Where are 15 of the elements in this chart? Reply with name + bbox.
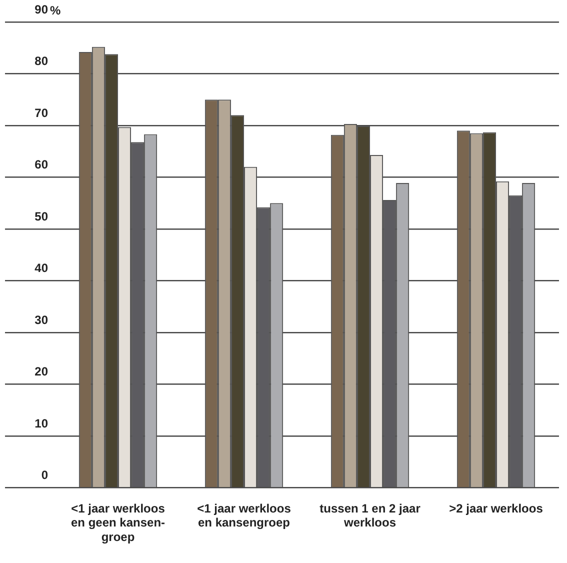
x-tick-label: <1 jaar werkloos en kansengroep	[197, 501, 292, 530]
y-tick-label: 90	[34, 2, 48, 16]
y-tick-label: 0	[41, 468, 48, 482]
y-tick-label: 30	[34, 312, 48, 327]
y-tick-label: 60	[34, 158, 48, 172]
y-tick-label: 40	[34, 261, 48, 276]
x-tick-label: tussen 1 en 2 jaar werkloos	[320, 501, 421, 530]
y-tick-label: 20	[34, 364, 48, 379]
y-tick-label: 80	[34, 54, 48, 68]
y-tick-label: 50	[34, 209, 48, 224]
y-axis-title: %	[50, 3, 61, 18]
y-tick-label: 10	[34, 416, 48, 430]
y-tick-label: 70	[34, 106, 48, 120]
x-tick-label: >2 jaar werkloos	[449, 501, 544, 516]
x-tick-label: <1 jaar werkloos en geen kansen- groep	[70, 501, 166, 544]
